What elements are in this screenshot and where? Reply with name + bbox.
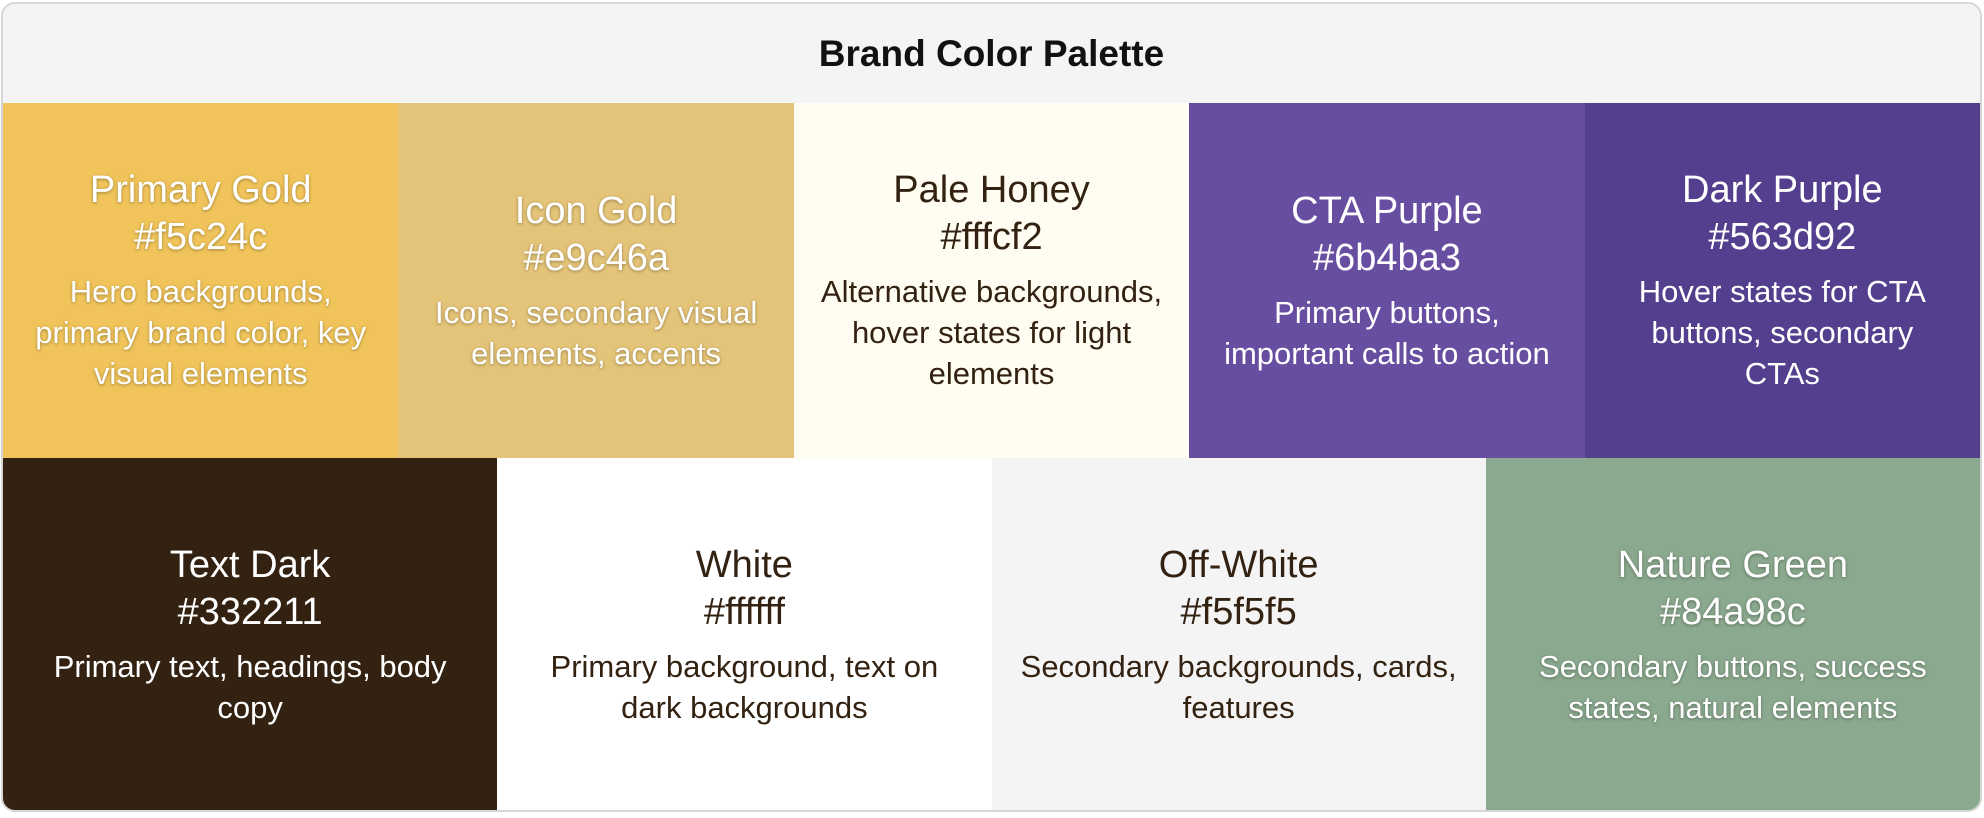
- swatch-name: Primary Gold: [89, 169, 312, 211]
- swatch-off-white: Off-White #f5f5f5 Secondary backgrounds,…: [991, 458, 1486, 810]
- swatch-name: Off-White: [1158, 544, 1319, 586]
- swatch-white: White #ffffff Primary background, text o…: [497, 458, 992, 810]
- palette-title: Brand Color Palette: [3, 4, 1980, 103]
- swatch-icon-gold: Icon Gold #e9c46a Icons, secondary visua…: [398, 103, 794, 458]
- swatch-row-1: Primary Gold #f5c24c Hero backgrounds, p…: [3, 103, 1980, 458]
- swatch-name: Icon Gold: [514, 189, 678, 232]
- swatch-pale-honey: Pale Honey #fffcf2 Alternative backgroun…: [793, 103, 1190, 458]
- swatch-description: Icons, secondary visual elements, accent…: [435, 294, 758, 371]
- swatch-hex: #84a98c: [1659, 591, 1806, 633]
- swatch-dark-purple: Dark Purple #563d92 Hover states for CTA…: [1584, 103, 1980, 458]
- swatch-primary-gold: Primary Gold #f5c24c Hero backgrounds, p…: [3, 103, 399, 458]
- swatch-row-2: Text Dark #332211 Primary text, headings…: [3, 458, 1980, 810]
- swatch-description: Primary background, text on dark backgro…: [550, 649, 939, 725]
- swatch-name: Pale Honey: [893, 169, 1090, 211]
- swatch-description: Secondary backgrounds, cards, features: [1020, 649, 1457, 725]
- swatch-hex: #f5f5f5: [1180, 591, 1297, 633]
- swatch-description: Hero backgrounds, primary brand color, k…: [35, 274, 367, 391]
- swatch-hex: #f5c24c: [134, 216, 268, 258]
- swatch-hex: #fffcf2: [940, 216, 1043, 258]
- swatch-name: White: [695, 544, 793, 586]
- swatch-hex: #6b4ba3: [1312, 236, 1461, 279]
- swatch-description: Secondary buttons, success states, natur…: [1539, 649, 1927, 725]
- swatch-nature-green: Nature Green #84a98c Secondary buttons, …: [1485, 458, 1980, 810]
- swatch-name: Text Dark: [169, 544, 331, 586]
- swatch-text-dark: Text Dark #332211 Primary text, headings…: [3, 458, 498, 810]
- swatch-name: Dark Purple: [1682, 169, 1883, 211]
- swatch-description: Hover states for CTA buttons, secondary …: [1638, 274, 1926, 391]
- swatch-hex: #e9c46a: [523, 236, 670, 279]
- swatch-description: Primary buttons, important calls to acti…: [1224, 294, 1550, 371]
- swatch-description: Primary text, headings, body copy: [53, 649, 447, 725]
- swatch-cta-purple: CTA Purple #6b4ba3 Primary buttons, impo…: [1189, 103, 1585, 458]
- swatch-name: Nature Green: [1617, 544, 1848, 586]
- swatch-hex: #332211: [177, 591, 323, 633]
- swatch-name: CTA Purple: [1291, 189, 1483, 232]
- swatch-hex: #ffffff: [703, 591, 785, 633]
- swatch-hex: #563d92: [1708, 216, 1857, 258]
- swatch-description: Alternative backgrounds, hover states fo…: [820, 274, 1163, 391]
